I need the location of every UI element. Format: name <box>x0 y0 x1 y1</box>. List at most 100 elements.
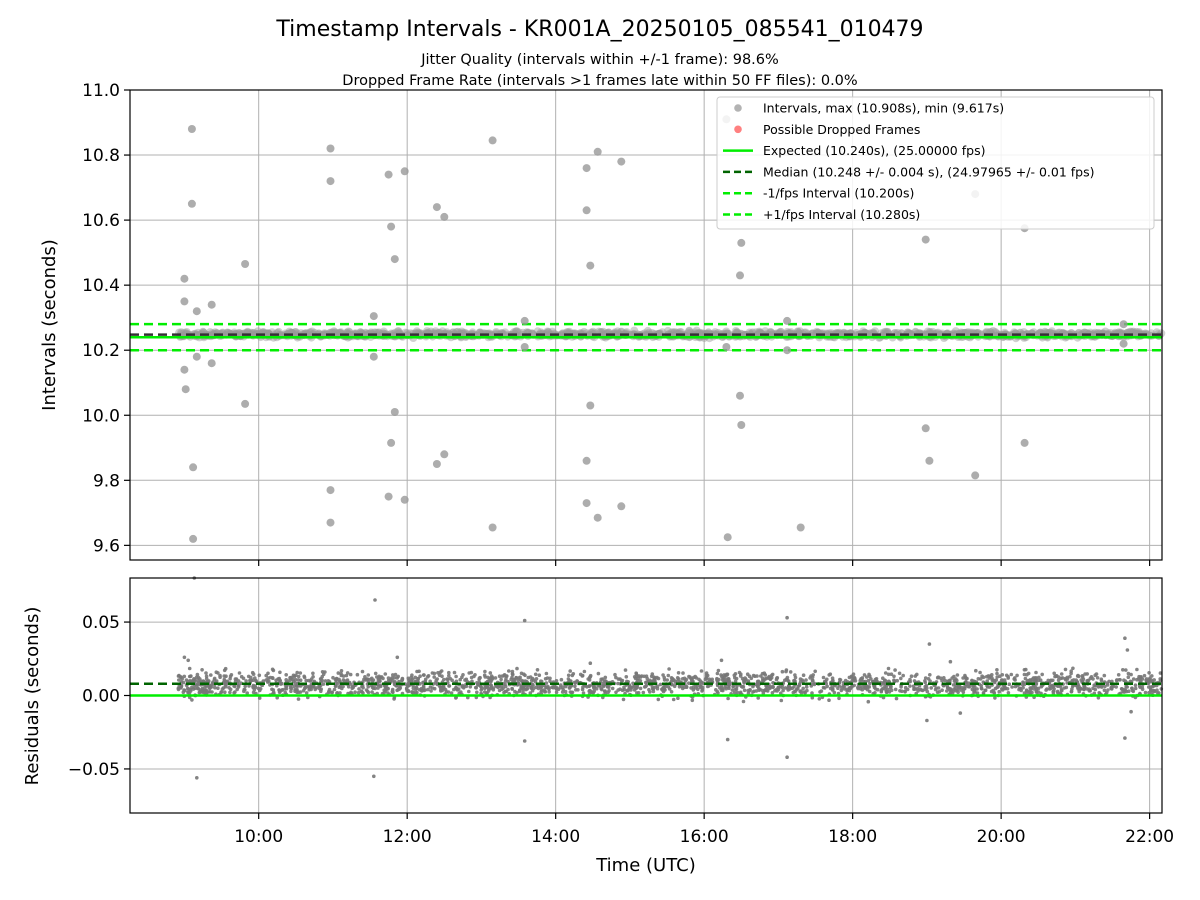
interval-outlier-point <box>390 408 399 416</box>
interval-point <box>438 327 447 336</box>
interval-outlier-point <box>180 274 189 283</box>
residual-point <box>894 696 899 701</box>
residual-point <box>923 687 927 692</box>
residual-point <box>432 675 437 679</box>
residual-point <box>895 678 899 683</box>
residual-point <box>725 673 729 677</box>
residual-point <box>406 689 411 694</box>
residual-point <box>1124 668 1128 672</box>
interval-point <box>253 327 262 336</box>
interval-point <box>361 328 370 337</box>
residual-point <box>366 690 371 695</box>
residual-point <box>1127 689 1131 693</box>
interval-outlier-point <box>617 502 626 511</box>
residual-point <box>1152 689 1157 693</box>
residual-point <box>699 669 704 673</box>
residual-point <box>995 671 999 676</box>
residual-point <box>1077 674 1081 679</box>
residual-point <box>461 673 465 677</box>
residual-point <box>204 671 208 675</box>
residual-point <box>970 678 974 683</box>
residual-outlier-point <box>522 618 527 623</box>
residual-point <box>575 679 579 683</box>
residual-point <box>449 691 454 695</box>
residual-point <box>569 690 574 695</box>
residual-point <box>319 677 323 681</box>
residual-point <box>1110 679 1114 684</box>
residual-point <box>207 686 212 691</box>
residual-point <box>867 672 871 677</box>
residual-point <box>479 686 484 691</box>
residual-point <box>1009 672 1014 677</box>
residual-point <box>722 675 727 679</box>
interval-outlier-point <box>440 212 449 221</box>
residuals-axes-frame <box>129 577 1163 814</box>
residual-point <box>477 676 482 680</box>
residual-point <box>447 684 451 688</box>
residual-point <box>1106 688 1110 692</box>
residual-point <box>851 672 856 676</box>
residual-point <box>409 679 414 683</box>
residual-point <box>605 684 610 689</box>
residual-point <box>933 687 938 692</box>
residual-point <box>308 686 312 690</box>
legend: Intervals, max (10.908s), min (9.617s) Po… <box>716 96 1155 230</box>
residual-point <box>554 679 559 683</box>
y-tick-label: 0.05 <box>82 613 120 633</box>
residual-point <box>879 688 884 692</box>
residual-point <box>1096 696 1101 700</box>
residual-point <box>414 687 418 692</box>
residual-point <box>355 672 360 677</box>
residual-point <box>442 677 446 682</box>
residual-point <box>544 671 549 676</box>
residual-point <box>799 691 804 695</box>
residuals-reference-lines <box>130 682 1162 697</box>
residual-point <box>821 675 826 680</box>
residual-point <box>206 690 211 694</box>
residual-outlier-point <box>1129 709 1133 714</box>
residual-point <box>992 691 997 695</box>
intervals-outlier-points <box>180 115 1128 543</box>
residual-point <box>1052 671 1056 676</box>
residual-point <box>666 673 671 678</box>
residual-point <box>535 668 540 672</box>
residual-point <box>500 687 504 691</box>
residual-point <box>1054 674 1058 679</box>
interval-outlier-point <box>192 307 201 316</box>
residual-point <box>866 678 871 683</box>
interval-outlier-point <box>925 456 934 465</box>
residual-point <box>1080 675 1085 679</box>
residual-point <box>326 679 331 683</box>
residual-point <box>632 688 637 692</box>
interval-point <box>570 329 579 338</box>
residual-point <box>726 696 730 701</box>
interval-point <box>305 328 314 337</box>
residual-point <box>786 685 791 690</box>
interval-point <box>412 327 421 336</box>
residual-point <box>672 678 676 682</box>
residual-point <box>1148 687 1153 692</box>
interval-point <box>710 329 719 338</box>
residual-point <box>1150 674 1154 678</box>
residual-point <box>323 670 327 674</box>
residual-point <box>684 677 689 682</box>
residual-point <box>746 688 750 693</box>
residual-point <box>705 684 710 689</box>
residual-point <box>179 685 183 689</box>
residual-point <box>651 687 656 691</box>
residual-point <box>1135 667 1139 672</box>
residual-point <box>863 686 868 691</box>
residual-point <box>461 684 466 689</box>
residual-point <box>341 684 345 689</box>
residual-point <box>1114 685 1118 689</box>
residual-point <box>908 684 912 688</box>
residual-outlier-point <box>719 658 724 663</box>
residual-point <box>243 684 247 689</box>
residual-point <box>1071 666 1075 671</box>
residual-point <box>697 677 701 682</box>
interval-outlier-point <box>723 533 732 542</box>
residual-point <box>245 691 249 695</box>
residual-point <box>1056 678 1061 682</box>
residual-point <box>616 688 620 692</box>
residual-point <box>335 691 340 695</box>
